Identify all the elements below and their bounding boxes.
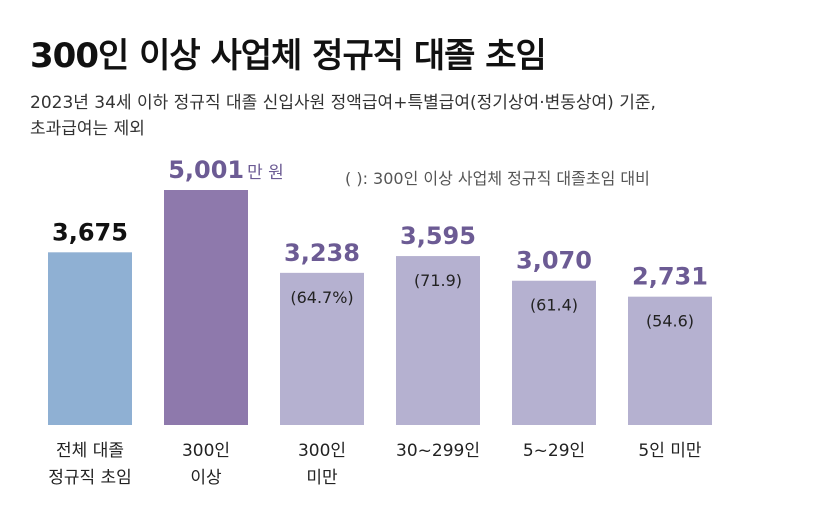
value-number-5: 2,731 <box>632 263 708 291</box>
category-label-0-0: 전체 대졸 <box>56 441 124 461</box>
value-number-1: 5,001 <box>168 156 244 184</box>
chart-title: 300인 이상 사업체 정규직 대졸 초임 <box>30 36 547 76</box>
category-label-1-1: 이상 <box>190 468 222 488</box>
bar-5 <box>628 296 712 425</box>
value-label-2: 3,238 <box>284 239 360 267</box>
subtitle-line-2: 초과급여는 제외 <box>30 119 145 139</box>
value-label-3: 3,595 <box>400 222 476 250</box>
value-number-4: 3,070 <box>516 247 592 275</box>
category-label-1-0: 300인 <box>182 441 230 461</box>
value-label-0: 3,675 <box>52 218 128 246</box>
value-number-3: 3,595 <box>400 222 476 250</box>
value-label-5: 2,731 <box>632 263 708 291</box>
chart-subtitle: 2023년 34세 이하 정규직 대졸 신입사원 정액급여+특별급여(정기상여·… <box>30 90 800 142</box>
bar-3 <box>396 256 480 425</box>
category-label-0-1: 정규직 초임 <box>48 468 132 488</box>
bar-1 <box>164 190 248 425</box>
value-number-0: 3,675 <box>52 218 128 246</box>
category-label-2-0: 300인 <box>298 441 346 461</box>
ratio-label-5: (54.6) <box>646 312 694 331</box>
subtitle-line-1: 2023년 34세 이하 정규직 대졸 신입사원 정액급여+특별급여(정기상여·… <box>30 93 656 113</box>
ratio-label-3: (71.9) <box>414 271 462 290</box>
ratio-note: ( ): 300인 이상 사업체 정규직 대졸초임 대비 <box>345 169 650 188</box>
value-label-1: 5,001 만 원 <box>168 156 284 184</box>
value-number-2: 3,238 <box>284 239 360 267</box>
value-label-4: 3,070 <box>516 247 592 275</box>
category-label-5-0: 5인 미만 <box>638 441 701 461</box>
bar-0 <box>48 252 132 425</box>
category-label-2-1: 미만 <box>306 468 338 488</box>
ratio-label-4: (61.4) <box>530 296 578 315</box>
bar-4 <box>512 280 596 425</box>
ratio-label-2: (64.7%) <box>290 288 353 307</box>
category-label-4-0: 5~29인 <box>523 441 585 461</box>
value-unit-1: 만 원 <box>247 163 284 183</box>
category-label-3-0: 30~299인 <box>396 441 480 461</box>
bar-2 <box>280 272 364 425</box>
